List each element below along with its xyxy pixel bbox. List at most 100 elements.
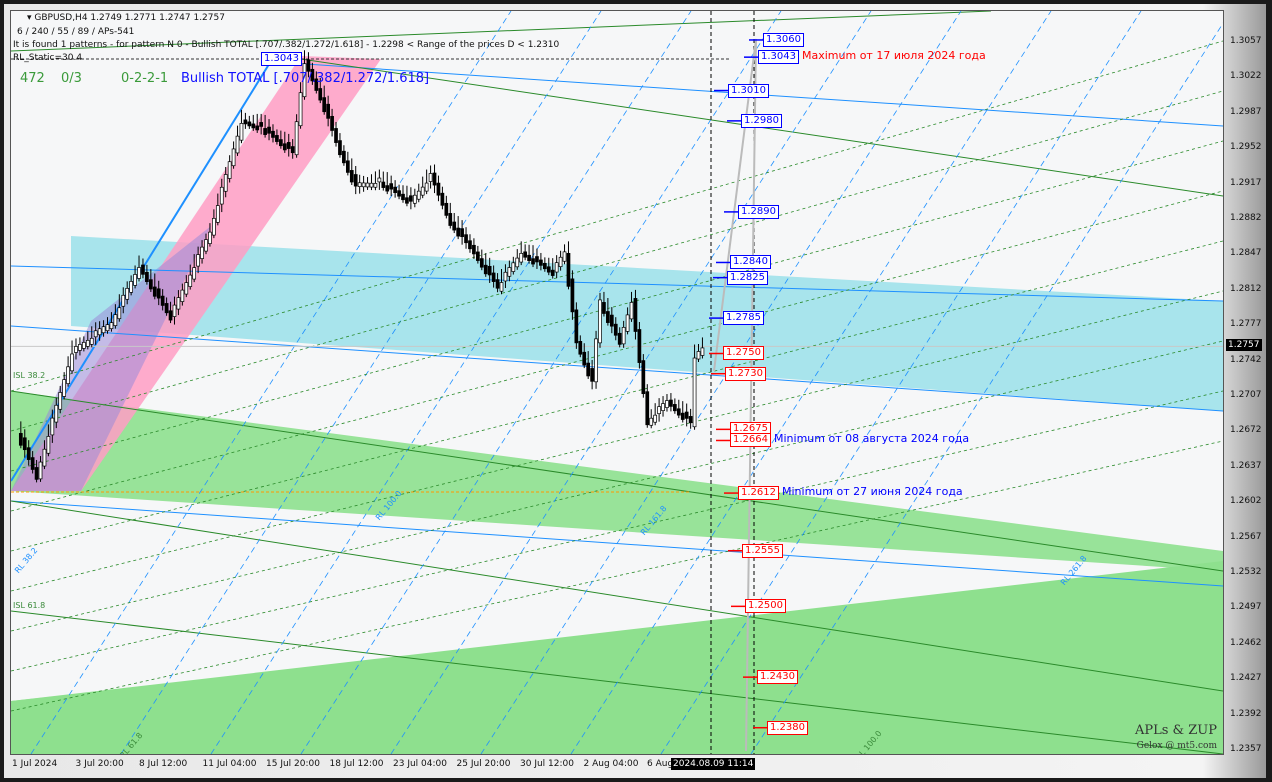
candle-body (511, 262, 516, 272)
candle-body (598, 299, 602, 344)
candle-body (294, 121, 299, 156)
trend-line (11, 11, 992, 52)
y-tick-label: 1.2462 (1230, 637, 1262, 648)
candle-body (259, 122, 264, 127)
peak-label: 1.3043 (261, 52, 302, 66)
candle-body (590, 368, 594, 382)
candle-body (62, 379, 67, 397)
candle-body (345, 160, 350, 173)
candle-body (416, 190, 421, 200)
y-tick-label: 1.2987 (1230, 106, 1262, 117)
candle-body (558, 256, 563, 268)
level-label-resistance: 1.3010 (728, 83, 769, 98)
level-label-resistance: 1.3043 (758, 50, 799, 65)
candle-body (208, 231, 212, 244)
candle-body (381, 181, 386, 188)
fan-line-dotted (11, 140, 1223, 472)
level-label-support: 1.2430 (757, 670, 798, 685)
candle-body (369, 182, 374, 188)
y-tick-label: 1.2357 (1230, 743, 1262, 754)
candle-body (696, 351, 701, 360)
y-tick-label: 1.2777 (1230, 319, 1262, 330)
level-label-support: 1.2555 (742, 543, 783, 558)
x-tick-label: 11 Jul 04:00 (202, 759, 257, 769)
x-tick-label: 8 Jul 12:00 (139, 759, 188, 769)
pattern-leg (11, 60, 272, 482)
fan-line-dotted (11, 190, 1223, 512)
candle-body (34, 467, 39, 480)
y-tick-label: 1.2672 (1230, 425, 1262, 436)
candle-body (645, 391, 650, 426)
candle-body (661, 403, 665, 411)
fan-line-dashed (30, 11, 512, 754)
candle-body (621, 327, 626, 345)
line-label: ISL 38.2 (13, 371, 46, 380)
pattern-name: Bullish TOTAL [.707/.382/1.272/1.618] (181, 71, 430, 86)
candle-body (113, 314, 118, 326)
candle-body (184, 282, 189, 295)
y-tick-label: 1.2392 (1230, 708, 1262, 719)
candle-body (409, 195, 413, 202)
candle-body (428, 173, 433, 182)
candle-body (160, 295, 165, 306)
candle-body (109, 322, 114, 330)
level-label-resistance: 1.2890 (738, 204, 779, 219)
candle-body (649, 417, 654, 426)
candle-body (145, 271, 149, 283)
candle-body (156, 288, 161, 299)
count-1: 472 (20, 71, 45, 86)
candle-body (637, 329, 642, 363)
candle-body (101, 326, 106, 334)
candle-body (629, 302, 634, 320)
candle-body (133, 274, 137, 286)
candle-body (141, 264, 145, 275)
candle-body (267, 126, 271, 134)
candle-body (594, 338, 598, 383)
candle-body (444, 202, 449, 216)
candle-body (692, 357, 697, 428)
candle-body (50, 417, 55, 436)
level-label-resistance: 1.2825 (727, 270, 768, 285)
candle-body (476, 251, 480, 261)
candle-body (373, 183, 378, 188)
candle-body (192, 267, 197, 280)
candle-body (239, 123, 244, 141)
candle-body (464, 234, 468, 244)
candle-body (665, 400, 669, 408)
candle-body (168, 310, 173, 321)
candle-body (365, 182, 370, 188)
candle-body (440, 192, 445, 206)
y-tick-label: 1.2882 (1230, 212, 1262, 223)
candle-body (338, 140, 342, 156)
candle-body (93, 330, 98, 338)
candle-body (609, 314, 614, 327)
chart-plot-area[interactable]: ▾ GBPUSD,H4 1.2749 1.2771 1.2747 1.2757 … (10, 10, 1224, 755)
projection-line (713, 38, 757, 752)
candle-body (401, 193, 405, 201)
y-tick-label: 1.2567 (1230, 531, 1262, 542)
candle-body (353, 174, 358, 187)
candle-body (302, 63, 307, 98)
candle-body (318, 88, 323, 101)
x-tick-label: 30 Jul 12:00 (520, 759, 574, 769)
candle-body (286, 142, 291, 149)
candle-body (602, 302, 606, 314)
candle-body (673, 404, 677, 412)
candle-body (227, 161, 232, 179)
candle-body (290, 146, 295, 154)
fan-line-dotted (11, 340, 1223, 632)
candle-body (314, 78, 319, 91)
trend-line (11, 500, 1223, 692)
candle-body (334, 128, 338, 143)
y-tick-label: 1.2532 (1230, 566, 1262, 577)
fan-line-dotted (11, 240, 1223, 552)
candle-body (523, 251, 527, 258)
level-label-support: 1.2664 (730, 433, 771, 448)
candle-body (26, 447, 31, 460)
candle-body (235, 135, 240, 154)
collapse-arrow-icon[interactable]: ▾ (27, 13, 35, 23)
candle-body (641, 360, 646, 395)
chart-canvas (11, 11, 1223, 754)
green-channel-lower (11, 571, 1223, 754)
candle-body (546, 266, 551, 273)
